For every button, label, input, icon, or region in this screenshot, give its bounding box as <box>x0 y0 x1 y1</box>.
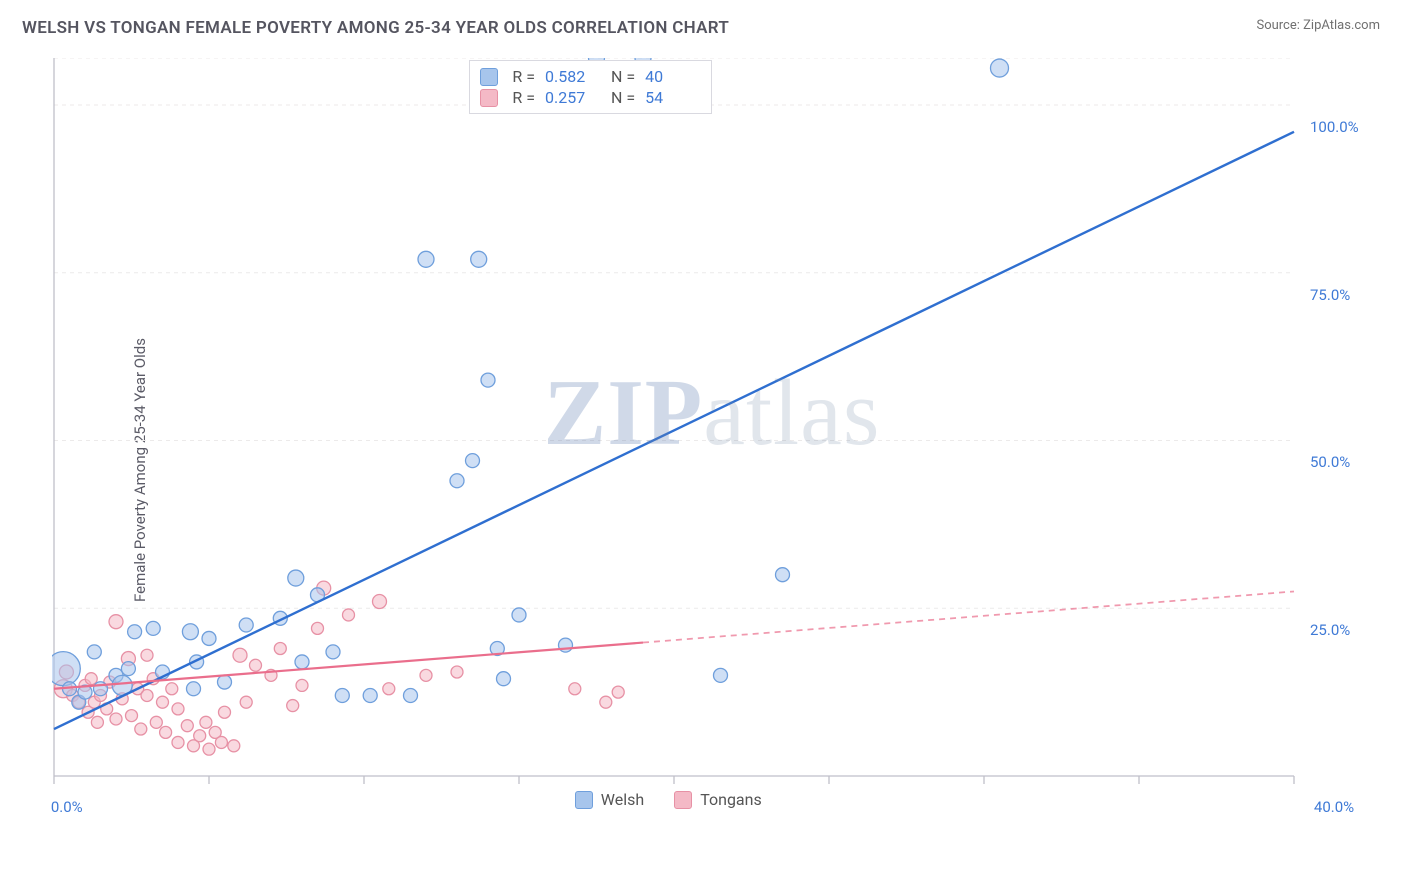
tongans-swatch-icon <box>480 89 498 107</box>
tongans-point <box>219 706 231 718</box>
plot-area: ZIPatlas R =0.582N =40R =0.257N =54 Wels… <box>52 58 1372 830</box>
welsh-point <box>146 621 160 635</box>
legend-item-tongans[interactable]: Tongans <box>674 790 762 809</box>
tongans-point <box>215 736 227 748</box>
tongans-point <box>312 622 324 634</box>
welsh-point <box>481 373 495 387</box>
tongans-point <box>172 736 184 748</box>
welsh-legend-label: Welsh <box>601 790 644 809</box>
y-tick-label: 75.0% <box>1310 286 1378 304</box>
tongans-point <box>240 696 252 708</box>
tongans-point <box>383 683 395 695</box>
welsh-point <box>512 608 526 622</box>
welsh-point <box>202 631 216 645</box>
correlation-legend: R = 0.582 N = 40 R = 0.257 N = 54 <box>469 60 712 114</box>
tongans-point <box>109 615 123 629</box>
tongans-point <box>250 659 262 671</box>
tongans-point <box>91 716 103 728</box>
tongans-point <box>141 649 153 661</box>
welsh-point <box>288 570 304 586</box>
tongans-point <box>612 686 624 698</box>
welsh-point <box>418 251 434 267</box>
welsh-point <box>471 251 487 267</box>
series-legend: Welsh Tongans <box>575 790 762 809</box>
tongans-point <box>420 669 432 681</box>
tongans-legend-label: Tongans <box>700 790 762 809</box>
chart-title: WELSH VS TONGAN FEMALE POVERTY AMONG 25-… <box>22 18 729 38</box>
tongans-swatch-icon <box>674 791 692 809</box>
tongans-point <box>296 679 308 691</box>
tongans-point <box>172 703 184 715</box>
welsh-point <box>182 624 198 640</box>
welsh-n-value: 40 <box>645 67 697 86</box>
tongans-point <box>200 716 212 728</box>
tongans-point <box>110 713 122 725</box>
tongans-point <box>157 696 169 708</box>
legend-item-welsh[interactable]: Welsh <box>575 790 644 809</box>
tongans-point <box>233 648 247 662</box>
welsh-r-value: 0.582 <box>545 67 597 86</box>
welsh-point <box>991 59 1009 77</box>
tongans-point <box>135 723 147 735</box>
tongans-n-value: 54 <box>645 88 697 107</box>
y-tick-label: 100.0% <box>1310 118 1378 136</box>
tongans-point <box>373 595 387 609</box>
tongans-point <box>600 696 612 708</box>
y-tick-label: 25.0% <box>1310 621 1378 639</box>
welsh-point <box>326 645 340 659</box>
tongans-r-value: 0.257 <box>545 88 597 107</box>
tongans-point <box>141 689 153 701</box>
welsh-regression-line <box>54 132 1294 729</box>
tongans-point <box>451 666 463 678</box>
tongans-point <box>126 710 138 722</box>
welsh-point <box>239 618 253 632</box>
tongans-point <box>274 643 286 655</box>
legend-stat-row-welsh: R = 0.582 N = 40 <box>480 67 697 86</box>
tongans-point <box>194 730 206 742</box>
tongans-point <box>166 683 178 695</box>
welsh-point <box>497 672 511 686</box>
welsh-point <box>335 688 349 702</box>
tongans-regression-line <box>54 643 643 689</box>
tongans-point <box>203 743 215 755</box>
tongans-point <box>160 726 172 738</box>
welsh-point <box>87 645 101 659</box>
scatter-chart-svg <box>52 58 1372 830</box>
welsh-point <box>295 655 309 669</box>
welsh-swatch-icon <box>575 791 593 809</box>
x-tick-label: 0.0% <box>51 798 83 816</box>
legend-stat-row-tongans: R = 0.257 N = 54 <box>480 88 697 107</box>
tongans-regression-line-extrapolated <box>643 591 1294 642</box>
welsh-point <box>363 688 377 702</box>
y-tick-label: 50.0% <box>1310 453 1378 471</box>
tongans-point <box>287 700 299 712</box>
welsh-point <box>450 474 464 488</box>
source-label: Source: <box>1256 18 1303 33</box>
chart-container: Female Poverty Among 25-34 Year Olds ZIP… <box>0 48 1406 892</box>
welsh-point <box>404 688 418 702</box>
welsh-point <box>466 454 480 468</box>
welsh-point <box>218 675 232 689</box>
welsh-point <box>776 568 790 582</box>
tongans-point <box>85 673 97 685</box>
tongans-point <box>343 609 355 621</box>
r-label: R = <box>512 88 535 107</box>
r-label: R = <box>512 67 535 86</box>
tongans-point <box>150 716 162 728</box>
welsh-swatch-icon <box>480 68 498 86</box>
welsh-point <box>52 652 80 686</box>
welsh-point <box>714 668 728 682</box>
x-tick-label: 40.0% <box>1314 798 1354 816</box>
tongans-point <box>228 740 240 752</box>
n-label: N = <box>611 67 635 86</box>
source-attribution: Source: ZipAtlas.com <box>1256 18 1380 33</box>
tongans-point <box>569 683 581 695</box>
tongans-point <box>181 720 193 732</box>
n-label: N = <box>611 88 635 107</box>
welsh-point <box>121 662 135 676</box>
welsh-point <box>128 625 142 639</box>
source-link[interactable]: ZipAtlas.com <box>1303 18 1380 33</box>
welsh-point <box>187 682 201 696</box>
